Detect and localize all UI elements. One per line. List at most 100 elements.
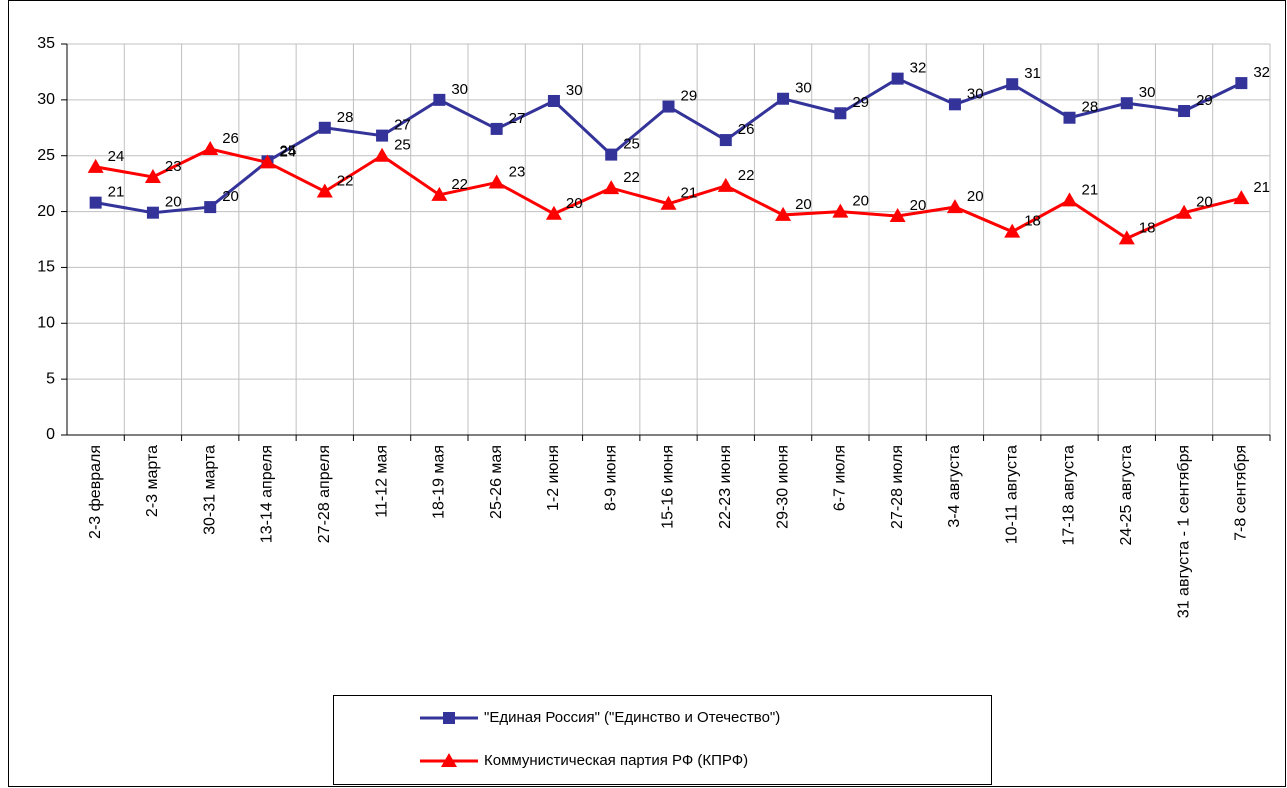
x-tick-label: 30-31 марта <box>201 445 218 535</box>
data-label: 24 <box>108 148 125 165</box>
data-label: 28 <box>1082 99 1099 116</box>
x-tick-label: 10-11 августа <box>1003 445 1020 544</box>
marker <box>545 205 562 220</box>
marker <box>144 168 161 183</box>
marker <box>660 195 677 210</box>
y-tick-label: 30 <box>37 91 55 108</box>
data-label: 30 <box>451 81 468 98</box>
data-label: 27 <box>509 110 526 127</box>
marker <box>1118 230 1135 245</box>
x-tick-label: 11-12 мая <box>373 445 390 518</box>
data-label: 25 <box>280 142 297 159</box>
marker <box>318 121 331 134</box>
data-label: 20 <box>967 188 984 205</box>
x-tick-label: 25-26 мая <box>488 445 505 519</box>
marker <box>316 183 333 198</box>
y-tick-label: 35 <box>37 35 55 52</box>
marker <box>259 154 276 169</box>
data-label: 30 <box>795 80 812 97</box>
marker <box>1176 204 1193 219</box>
marker <box>490 122 503 135</box>
x-tick-label: 27-28 апреля <box>316 445 333 543</box>
marker <box>717 177 734 192</box>
data-label: 26 <box>222 130 239 147</box>
marker <box>146 206 159 219</box>
data-label: 20 <box>222 188 239 205</box>
x-tick-label: 24-25 августа <box>1118 445 1135 546</box>
x-tick-label: 15-16 июня <box>660 445 677 529</box>
data-label: 20 <box>566 195 583 212</box>
data-label: 30 <box>1139 84 1156 101</box>
data-label: 22 <box>738 167 755 184</box>
data-label: 25 <box>623 136 640 153</box>
legend-box <box>333 695 992 785</box>
marker <box>775 206 792 221</box>
data-label: 30 <box>566 82 583 99</box>
data-label: 22 <box>337 172 354 189</box>
x-tick-label: 31 августа - 1 сентября <box>1175 445 1192 618</box>
marker <box>1233 190 1250 205</box>
marker <box>1061 192 1078 207</box>
marker <box>431 186 448 201</box>
data-label: 21 <box>1082 181 1099 198</box>
marker <box>891 72 904 85</box>
data-label: 30 <box>967 85 984 102</box>
marker <box>777 92 790 105</box>
data-label: 32 <box>910 60 927 77</box>
marker <box>433 93 446 106</box>
marker <box>1178 105 1191 118</box>
marker <box>374 147 391 162</box>
marker <box>834 107 847 120</box>
data-label: 29 <box>681 88 698 105</box>
data-label: 29 <box>1196 92 1213 109</box>
marker <box>441 753 457 767</box>
marker <box>1235 77 1248 90</box>
marker <box>1120 97 1133 110</box>
x-tick-label: 18-19 мая <box>431 445 448 519</box>
marker <box>488 174 505 189</box>
chart-frame <box>8 0 1286 787</box>
data-label: 21 <box>681 185 698 202</box>
marker <box>89 196 102 209</box>
x-tick-label: 3-4 августа <box>946 445 963 528</box>
marker <box>1006 78 1019 91</box>
marker <box>1004 223 1021 238</box>
marker <box>376 129 389 142</box>
data-label: 23 <box>165 158 182 175</box>
data-label: 23 <box>509 163 526 180</box>
x-tick-label: 27-28 июля <box>889 445 906 529</box>
y-tick-label: 5 <box>46 370 55 387</box>
x-tick-label: 2-3 марта <box>144 445 161 517</box>
marker <box>603 180 620 195</box>
x-tick-label: 2-3 февраля <box>87 445 104 539</box>
marker <box>547 94 560 107</box>
marker <box>605 148 618 161</box>
data-label: 20 <box>795 196 812 213</box>
data-label: 21 <box>1253 179 1270 196</box>
data-label: 21 <box>108 184 125 201</box>
data-label: 32 <box>1253 64 1270 81</box>
marker <box>948 98 961 111</box>
y-tick-label: 15 <box>37 259 55 276</box>
x-tick-label: 17-18 августа <box>1061 445 1078 546</box>
data-label: 24 <box>280 143 297 160</box>
data-label: 22 <box>451 176 468 193</box>
marker <box>946 199 963 214</box>
data-label: 20 <box>852 193 869 210</box>
data-label: 18 <box>1139 219 1156 236</box>
data-label: 28 <box>337 109 354 126</box>
data-label: 29 <box>852 94 869 111</box>
marker <box>202 141 219 156</box>
marker <box>87 158 104 173</box>
data-label: 20 <box>1196 194 1213 211</box>
x-tick-label: 6-7 июля <box>832 445 849 511</box>
data-label: 26 <box>738 121 755 138</box>
data-label: 20 <box>165 194 182 211</box>
x-tick-label: 1-2 июня <box>545 445 562 511</box>
marker <box>1063 111 1076 124</box>
legend-label: Коммунистическая партия РФ (КПРФ) <box>484 752 748 769</box>
x-tick-label: 29-30 июня <box>774 445 791 529</box>
data-label: 27 <box>394 117 411 134</box>
x-tick-label: 22-23 июня <box>717 445 734 529</box>
data-label: 31 <box>1024 65 1041 82</box>
